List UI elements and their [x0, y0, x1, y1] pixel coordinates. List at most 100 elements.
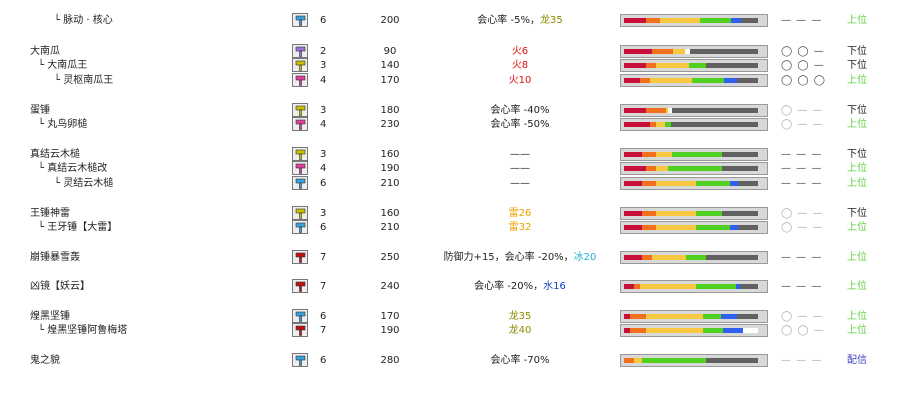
sharpness-gauge	[620, 251, 768, 264]
table-row[interactable]: └ 灵结云木槌 6 210 —— — — — 上位	[0, 176, 908, 191]
rank-badge: 上位	[847, 178, 867, 189]
table-row[interactable]: 蛋锤 3 180 会心率 -40% ◯ — — 下位	[0, 103, 908, 118]
sharpness-segment	[738, 181, 758, 186]
rarity-value: 3	[320, 60, 327, 71]
skill-part: ——	[510, 163, 530, 174]
weapon-name[interactable]: 崩锤暴雪轰	[30, 252, 80, 263]
table-row[interactable]: └ 真结云木槌改 4 190 —— — — — 上位	[0, 161, 908, 176]
sharpness-segment	[656, 122, 665, 127]
table-row[interactable]: 煌黑坚锤 6 170 龙35 ◯ — — 上位	[0, 309, 908, 324]
sharpness-segment	[731, 18, 741, 23]
decoration-slots: — — —	[781, 252, 823, 263]
weapon-name[interactable]: 凶镜【妖云】	[30, 281, 90, 292]
sharpness-bar	[624, 358, 758, 363]
table-row[interactable]: └ 大南瓜王 3 140 火8 ◯ ◯ — 下位	[0, 58, 908, 73]
sharpness-segment	[630, 328, 646, 333]
sharpness-gauge	[620, 207, 768, 220]
attack-value: 250	[380, 252, 400, 263]
table-row[interactable]: └ 灵枢南瓜王 4 170 火10 ◯ ◯ ◯ 上位	[0, 73, 908, 88]
sharpness-segment	[703, 314, 721, 319]
sharpness-segment	[646, 18, 660, 23]
weapon-name[interactable]: └ 灵枢南瓜王	[54, 75, 114, 86]
weapon-name[interactable]: 王锤神雷	[30, 208, 70, 219]
sharpness-segment	[696, 284, 736, 289]
skill-part: 会心率 -40%	[490, 105, 550, 116]
sharpness-segment	[624, 63, 646, 68]
sharpness-segment	[730, 181, 738, 186]
table-row[interactable]: └ 煌黑坚锤阿鲁梅塔 7 190 龙40 ◯ ◯ — 上位	[0, 323, 908, 338]
sharpness-gauge	[620, 162, 768, 175]
sharpness-bar	[624, 122, 758, 127]
sharpness-segment	[640, 284, 696, 289]
rank-badge: 上位	[847, 15, 867, 26]
sharpness-segment	[723, 328, 743, 333]
table-row[interactable]: └ 王牙锤【大雷】 6 210 雷32 ◯ — — 上位	[0, 220, 908, 235]
sharpness-segment	[624, 358, 634, 363]
sharpness-segment	[624, 181, 642, 186]
sharpness-segment	[696, 181, 730, 186]
sharpness-segment	[656, 152, 672, 157]
weapon-name[interactable]: └ 煌黑坚锤阿鲁梅塔	[38, 325, 128, 336]
sharpness-bar	[624, 78, 758, 83]
sharpness-segment	[730, 225, 738, 230]
weapon-name[interactable]: 大南瓜	[30, 46, 60, 57]
sharpness-segment	[743, 328, 758, 333]
weapon-name[interactable]: └ 王牙锤【大雷】	[38, 222, 118, 233]
sharpness-segment	[624, 152, 642, 157]
attack-value: 200	[380, 15, 400, 26]
sharpness-segment	[724, 78, 737, 83]
weapon-name[interactable]: 鬼之貌	[30, 355, 60, 366]
table-row[interactable]: 真结云木槌 3 160 —— — — — 下位	[0, 147, 908, 162]
hammer-icon	[292, 323, 308, 337]
table-row[interactable]: 鬼之貌 6 280 会心率 -70% — — — 配信	[0, 353, 908, 368]
skill-text: ——	[420, 148, 620, 162]
attack-value: 280	[380, 355, 400, 366]
sharpness-segment	[706, 358, 758, 363]
skill-text: 会心率 -40%	[420, 104, 620, 118]
weapon-name[interactable]: └ 大南瓜王	[38, 60, 88, 71]
rarity-value: 3	[320, 149, 327, 160]
weapon-name[interactable]: └ 灵结云木槌	[54, 178, 114, 189]
weapon-name[interactable]: 蛋锤	[30, 105, 50, 116]
weapon-name[interactable]: └ 脉动 · 核心	[54, 15, 113, 26]
hammer-icon	[292, 13, 308, 27]
skill-part: 火10	[508, 75, 532, 86]
sharpness-gauge	[620, 74, 768, 87]
sharpness-segment	[685, 49, 690, 54]
decoration-slots: — — —	[781, 149, 823, 160]
sharpness-segment	[703, 328, 723, 333]
sharpness-bar	[624, 181, 758, 186]
sharpness-segment	[741, 18, 758, 23]
rank-badge: 上位	[847, 222, 867, 233]
sharpness-segment	[696, 225, 730, 230]
hammer-icon	[292, 353, 308, 367]
table-row[interactable]: 大南瓜 2 90 火6 ◯ ◯ — 下位	[0, 44, 908, 59]
sharpness-segment	[624, 314, 630, 319]
sharpness-gauge	[620, 280, 768, 293]
hammer-icon	[292, 309, 308, 323]
weapon-name[interactable]: └ 丸鸟卵槌	[38, 119, 88, 130]
table-row[interactable]: 崩锤暴雪轰 7 250 防御力+15，会心率 -20%，冰20 — — — 上位	[0, 250, 908, 265]
decoration-slots: — — —	[781, 355, 823, 366]
decoration-slots: — — —	[781, 178, 823, 189]
sharpness-segment	[624, 211, 642, 216]
table-row[interactable]: 凶镜【妖云】 7 240 会心率 -20%，水16 — — — 上位	[0, 279, 908, 294]
table-row[interactable]: └ 脉动 · 核心 6 200 会心率 -5%，龙35 — — — 上位	[0, 13, 908, 28]
sharpness-segment	[737, 314, 758, 319]
weapon-name[interactable]: └ 真结云木槌改	[38, 163, 108, 174]
rarity-value: 7	[320, 281, 327, 292]
table-row[interactable]: 王锤神雷 3 160 雷26 ◯ — — 下位	[0, 206, 908, 221]
skill-text: 防御力+15，会心率 -20%，冰20	[420, 251, 620, 265]
weapon-name[interactable]: 真结云木槌	[30, 149, 80, 160]
skill-text: 会心率 -50%	[420, 118, 620, 132]
decoration-slots: ◯ ◯ ◯	[781, 75, 826, 86]
sharpness-segment	[642, 225, 656, 230]
decoration-slots: — — —	[781, 281, 823, 292]
sharpness-segment	[706, 255, 758, 260]
sharpness-segment	[624, 108, 646, 113]
table-row[interactable]: └ 丸鸟卵槌 4 230 会心率 -50% ◯ — — 上位	[0, 117, 908, 132]
rank-badge: 下位	[847, 60, 867, 71]
sharpness-gauge	[620, 59, 768, 72]
weapon-name[interactable]: 煌黑坚锤	[30, 311, 70, 322]
sharpness-bar	[624, 284, 758, 289]
